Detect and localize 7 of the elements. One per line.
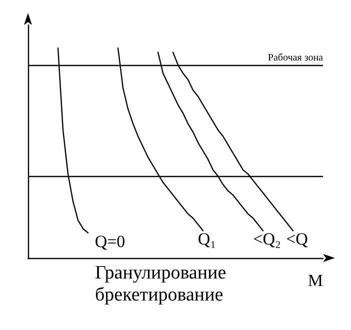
series-label: <Q [286, 230, 308, 249]
series-label: <Q₂ [253, 230, 281, 249]
text: Гранулирование брекетирование [95, 262, 226, 306]
series-label: Q₁ [198, 230, 216, 249]
series-label: Q=0 [94, 232, 126, 251]
ref-line-label: Рабочая зона [268, 52, 324, 64]
x-axis-title: M [308, 271, 323, 290]
